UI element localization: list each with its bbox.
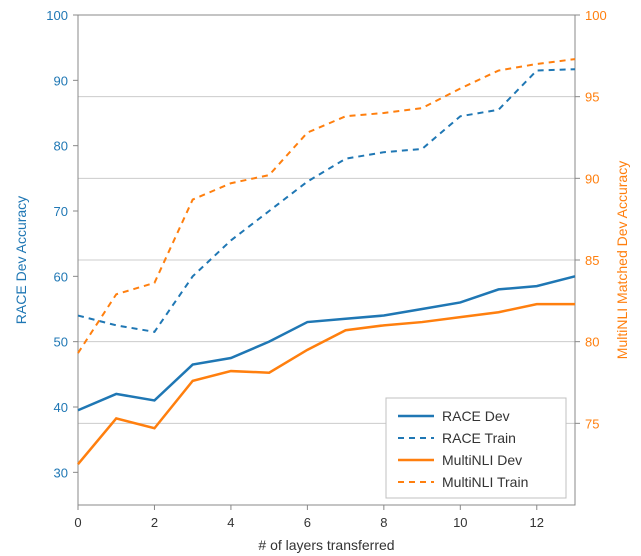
x-axis-label: # of layers transferred (258, 537, 394, 553)
y-left-tick-label: 90 (54, 73, 68, 88)
y-right-tick-label: 90 (585, 171, 599, 186)
x-tick-label: 2 (151, 515, 158, 530)
line-chart: 0 2 4 6 8 10 12 # of layers transferred 30 40 50 60… (0, 0, 641, 556)
y-left-tick-label: 40 (54, 400, 68, 415)
x-tick-label: 0 (74, 515, 81, 530)
x-tick-label: 6 (304, 515, 311, 530)
y-left-tick-label: 70 (54, 204, 68, 219)
y-right-tick-label: 95 (585, 90, 599, 105)
y-left-tick-label: 50 (54, 335, 68, 350)
y-left-tick-label: 100 (46, 8, 68, 23)
series-race-train (78, 69, 575, 332)
x-tick-label: 8 (380, 515, 387, 530)
y-right-tick-label: 85 (585, 253, 599, 268)
y-left-tick-label: 80 (54, 139, 68, 154)
series-multinli-train (78, 59, 575, 353)
legend-label: MultiNLI Train (442, 474, 528, 490)
legend-label: RACE Dev (442, 408, 510, 424)
legend-label: RACE Train (442, 430, 516, 446)
series-race-dev (78, 276, 575, 410)
x-tick-label: 10 (453, 515, 467, 530)
y-right-axis-label: MultiNLI Matched Dev Accuracy (614, 161, 630, 359)
x-tick-label: 12 (530, 515, 544, 530)
y-left-axis-label: RACE Dev Accuracy (13, 196, 29, 324)
y-right-tick-label: 75 (585, 416, 599, 431)
x-tick-label: 4 (227, 515, 234, 530)
y-left-tick-label: 30 (54, 465, 68, 480)
chart-container: 0 2 4 6 8 10 12 # of layers transferred 30 40 50 60… (0, 0, 641, 556)
y-right-tick-label: 80 (585, 335, 599, 350)
y-right-tick-label: 100 (585, 8, 607, 23)
y-left-tick-label: 60 (54, 269, 68, 284)
legend-label: MultiNLI Dev (442, 452, 522, 468)
